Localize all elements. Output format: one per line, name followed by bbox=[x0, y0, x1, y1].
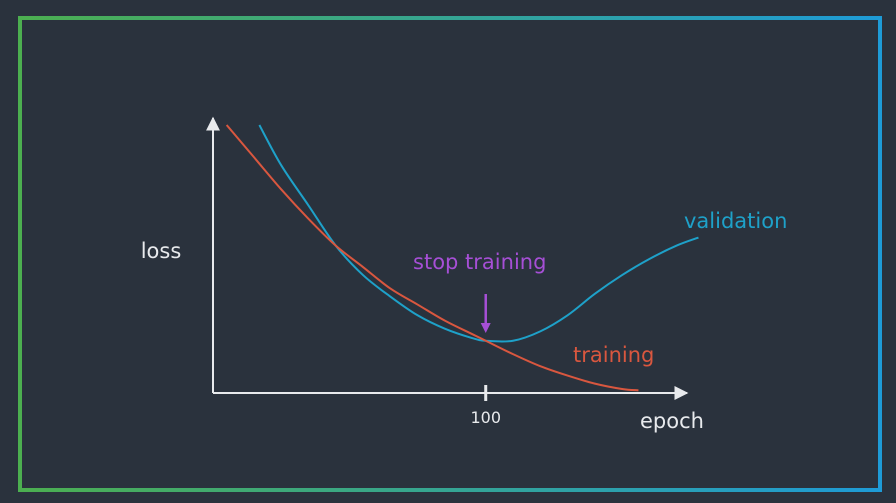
series-lines bbox=[225, 124, 699, 392]
y-axis-label: loss bbox=[141, 239, 182, 263]
stop-training-label: stop training bbox=[413, 250, 546, 274]
x-axis-label: epoch bbox=[640, 409, 704, 433]
slide-frame bbox=[18, 16, 882, 492]
stop-training-arrow bbox=[480, 294, 491, 333]
training-line bbox=[225, 124, 639, 392]
training-series-label: training bbox=[573, 343, 654, 367]
x-tick-label: 100 bbox=[470, 408, 501, 427]
x-ticks: 100 bbox=[470, 385, 501, 427]
validation-line bbox=[258, 124, 699, 343]
annotations: stop training bbox=[413, 250, 546, 333]
validation-series-label: validation bbox=[684, 209, 787, 233]
series-labels: training validation bbox=[573, 209, 787, 367]
